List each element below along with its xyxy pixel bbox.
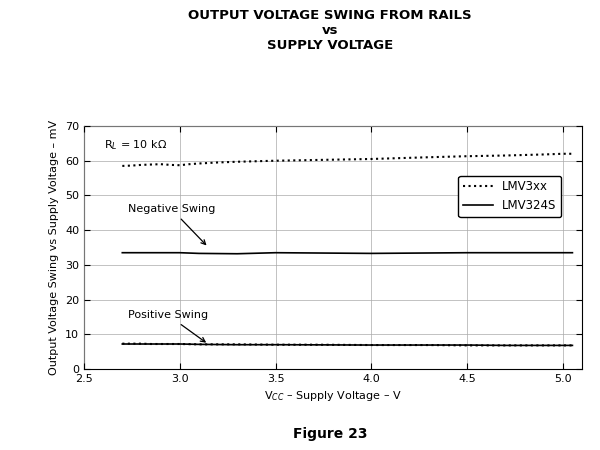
Text: OUTPUT VOLTAGE SWING FROM RAILS
vs
SUPPLY VOLTAGE: OUTPUT VOLTAGE SWING FROM RAILS vs SUPPL…: [188, 9, 472, 52]
X-axis label: V$_{CC}$ – Supply Voltage – V: V$_{CC}$ – Supply Voltage – V: [264, 389, 402, 403]
Y-axis label: Output Voltage Swing vs Supply Voltage – mV: Output Voltage Swing vs Supply Voltage –…: [49, 120, 59, 375]
Legend: LMV3xx, LMV324S: LMV3xx, LMV324S: [458, 176, 561, 217]
Text: Figure 23: Figure 23: [293, 427, 367, 441]
Text: Negative Swing: Negative Swing: [128, 204, 215, 244]
Text: Positive Swing: Positive Swing: [128, 310, 208, 342]
Text: R$_L$ = 10 kΩ: R$_L$ = 10 kΩ: [104, 138, 167, 152]
